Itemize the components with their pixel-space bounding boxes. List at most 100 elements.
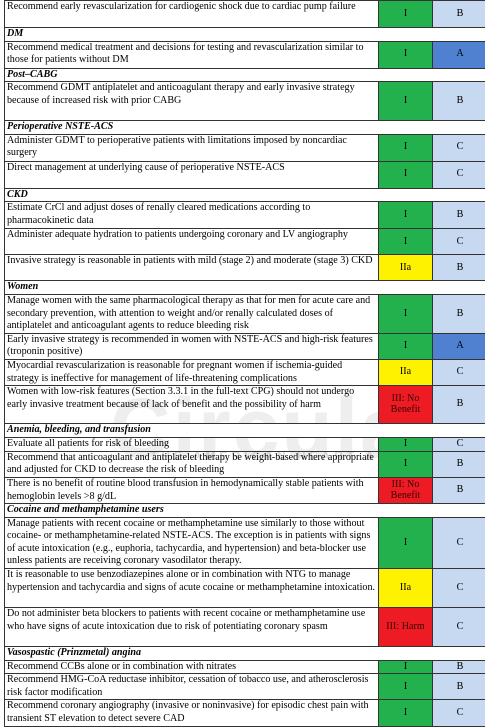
recommendation-row: Recommend coronary angiography (invasive… xyxy=(5,700,485,726)
loe-label: C xyxy=(457,438,464,449)
recommendation-row: Recommend that anticoagulant and antipla… xyxy=(5,451,485,477)
cor-label: I xyxy=(404,141,407,152)
recommendation-row: Recommend CCBs alone or in combination w… xyxy=(5,660,485,674)
level-of-evidence-cell: B xyxy=(433,294,485,333)
recommendation-row: Myocardial revascularization is reasonab… xyxy=(5,359,485,385)
section-header-row: CKD xyxy=(5,188,485,202)
class-of-recommendation-cell: III: No Benefit xyxy=(379,386,433,424)
section-title: Women xyxy=(5,281,485,295)
level-of-evidence-cell: C xyxy=(433,437,485,451)
class-of-recommendation-cell: I xyxy=(379,1,433,28)
section-header-row: Cocaine and methamphetamine users xyxy=(5,504,485,518)
cor-label: I xyxy=(404,95,407,106)
cor-label: I xyxy=(404,458,407,469)
cor-label: I xyxy=(404,681,407,692)
level-of-evidence-cell: C xyxy=(433,517,485,568)
loe-label: B xyxy=(457,681,464,692)
recommendation-text: It is reasonable to use benzodiazepines … xyxy=(5,569,379,608)
loe-label: C xyxy=(457,621,464,632)
loe-label: B xyxy=(457,8,464,19)
class-of-recommendation-cell: IIa xyxy=(379,569,433,608)
class-of-recommendation-cell: I xyxy=(379,451,433,477)
section-header-row: Women xyxy=(5,281,485,295)
level-of-evidence-cell: C xyxy=(433,229,485,255)
class-of-recommendation-cell: I xyxy=(379,333,433,359)
cor-label: I xyxy=(404,340,407,351)
loe-label: C xyxy=(457,707,464,718)
loe-label: C xyxy=(457,168,464,179)
level-of-evidence-cell: B xyxy=(433,255,485,281)
class-of-recommendation-cell: I xyxy=(379,294,433,333)
loe-label: A xyxy=(456,340,463,351)
loe-label: A xyxy=(456,48,463,59)
cor-label: III: No Benefit xyxy=(386,393,426,415)
recommendation-row: Women with low-risk features (Section 3.… xyxy=(5,386,485,424)
cor-label: I xyxy=(404,308,407,319)
class-of-recommendation-cell: I xyxy=(379,82,433,121)
cor-label: IIa xyxy=(400,366,411,377)
recommendation-row: Administer GDMT to perioperative patient… xyxy=(5,134,485,161)
cor-label: IIa xyxy=(400,582,411,593)
loe-label: B xyxy=(457,209,464,220)
recommendation-text: Recommend early revascularization for ca… xyxy=(5,1,379,28)
section-header-row: DM xyxy=(5,28,485,42)
class-of-recommendation-cell: I xyxy=(379,700,433,726)
class-of-recommendation-cell: IIa xyxy=(379,359,433,385)
recommendation-text: Manage women with the same pharmacologic… xyxy=(5,294,379,333)
level-of-evidence-cell: B xyxy=(433,477,485,503)
recommendation-text: Women with low-risk features (Section 3.… xyxy=(5,386,379,424)
recommendation-text: Recommend CCBs alone or in combination w… xyxy=(5,660,379,674)
recommendation-row: Invasive strategy is reasonable in patie… xyxy=(5,255,485,281)
cor-label: I xyxy=(404,168,407,179)
level-of-evidence-cell: B xyxy=(433,202,485,229)
cor-label: I xyxy=(404,236,407,247)
cor-label: I xyxy=(404,438,407,449)
loe-label: C xyxy=(457,537,464,548)
loe-label: B xyxy=(457,484,464,495)
recommendation-row: Estimate CrCl and adjust doses of renall… xyxy=(5,202,485,229)
recommendation-text: Early invasive strategy is recommended i… xyxy=(5,333,379,359)
loe-label: B xyxy=(457,458,464,469)
recommendation-text: Recommend that anticoagulant and antipla… xyxy=(5,451,379,477)
loe-label: C xyxy=(457,141,464,152)
recommendation-text: Myocardial revascularization is reasonab… xyxy=(5,359,379,385)
class-of-recommendation-cell: III: Harm xyxy=(379,608,433,647)
recommendation-text: There is no benefit of routine blood tra… xyxy=(5,477,379,503)
section-title: Cocaine and methamphetamine users xyxy=(5,504,485,518)
cor-label: III: Harm xyxy=(386,621,426,632)
section-title: CKD xyxy=(5,188,485,202)
class-of-recommendation-cell: I xyxy=(379,202,433,229)
cor-label: I xyxy=(404,48,407,59)
cor-label: IIa xyxy=(400,262,411,273)
level-of-evidence-cell: A xyxy=(433,333,485,359)
level-of-evidence-cell: B xyxy=(433,451,485,477)
recommendation-text: Direct management at underlying cause of… xyxy=(5,161,379,188)
recommendation-row: There is no benefit of routine blood tra… xyxy=(5,477,485,503)
section-header-row: Post–CABG xyxy=(5,68,485,82)
recommendation-text: Manage patients with recent cocaine or m… xyxy=(5,517,379,568)
cor-label: III: No Benefit xyxy=(386,479,426,501)
level-of-evidence-cell: B xyxy=(433,82,485,121)
recommendation-row: Direct management at underlying cause of… xyxy=(5,161,485,188)
cor-label: I xyxy=(404,8,407,19)
recommendation-row: Evaluate all patients for risk of bleedi… xyxy=(5,437,485,451)
section-header-row: Anemia, bleeding, and transfusion xyxy=(5,424,485,438)
recommendation-row: It is reasonable to use benzodiazepines … xyxy=(5,569,485,608)
recommendation-text: Administer GDMT to perioperative patient… xyxy=(5,134,379,161)
level-of-evidence-cell: C xyxy=(433,161,485,188)
level-of-evidence-cell: B xyxy=(433,386,485,424)
section-title: Vasospastic (Prinzmetal) angina xyxy=(5,647,485,661)
class-of-recommendation-cell: I xyxy=(379,674,433,700)
class-of-recommendation-cell: I xyxy=(379,517,433,568)
level-of-evidence-cell: C xyxy=(433,569,485,608)
recommendation-row: Do not administer beta blockers to patie… xyxy=(5,608,485,647)
recommendation-row: Administer adequate hydration to patient… xyxy=(5,229,485,255)
loe-label: C xyxy=(457,582,464,593)
class-of-recommendation-cell: I xyxy=(379,229,433,255)
cor-label: I xyxy=(404,209,407,220)
section-title: Anemia, bleeding, and transfusion xyxy=(5,424,485,438)
recommendation-text: Recommend medical treatment and decision… xyxy=(5,41,379,68)
class-of-recommendation-cell: IIa xyxy=(379,255,433,281)
recommendation-text: Recommend HMG-CoA reductase inhibitor, c… xyxy=(5,674,379,700)
cor-label: I xyxy=(404,661,407,672)
